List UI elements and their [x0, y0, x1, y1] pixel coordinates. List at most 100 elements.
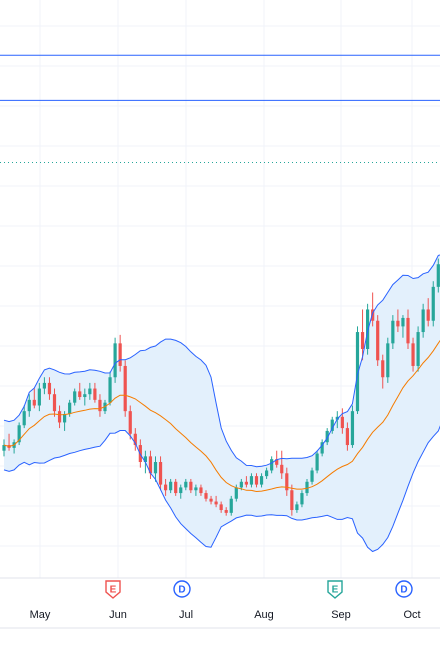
candle [113, 337, 117, 383]
candle [290, 484, 294, 516]
candle [88, 382, 92, 400]
candle-body [164, 484, 168, 491]
candle [224, 507, 228, 516]
earnings-marker-0[interactable]: E [105, 580, 121, 599]
candle [189, 478, 193, 494]
candle-body [88, 388, 92, 395]
candle [355, 326, 360, 414]
candle-body [229, 498, 233, 513]
candle [244, 476, 248, 488]
event-letter: E [110, 585, 117, 596]
candle-body [219, 504, 223, 511]
bollinger-band-fill [4, 254, 440, 552]
candle-body [421, 309, 425, 333]
candle-body [214, 501, 218, 505]
candle [386, 337, 390, 383]
candle-body [436, 264, 440, 287]
candle-body [169, 481, 173, 491]
candle-body [98, 399, 102, 412]
dividend-marker-3[interactable]: D [395, 580, 413, 598]
candle [265, 467, 269, 479]
candle-body [118, 343, 122, 366]
candle-body [290, 490, 294, 511]
candle-body [295, 504, 299, 511]
candle-body [2, 445, 6, 451]
candles [2, 258, 440, 516]
candle [411, 337, 415, 372]
candle-body [426, 309, 430, 321]
candle [123, 360, 127, 417]
candle [83, 388, 87, 406]
candle-body [73, 391, 77, 403]
x-tick-label-oct: Oct [403, 609, 420, 621]
candle-body [179, 487, 183, 494]
candle-body [335, 416, 339, 420]
candle [174, 478, 178, 496]
candle [366, 303, 370, 355]
dividend-marker-1[interactable]: D [173, 580, 191, 598]
candle-body [184, 481, 188, 488]
candle [360, 309, 365, 361]
candle-body [57, 411, 62, 423]
candle [285, 467, 289, 496]
candle-body [396, 320, 400, 327]
event-letter: D [400, 585, 407, 596]
candle-body [27, 399, 31, 412]
candle [275, 450, 279, 468]
candle [27, 394, 31, 417]
candle-body [52, 394, 57, 412]
candle [57, 405, 62, 429]
candle-body [37, 388, 41, 406]
candle-body [259, 476, 264, 485]
candle-body [63, 413, 67, 423]
candle [371, 292, 375, 327]
candle [179, 484, 183, 499]
candle [118, 334, 122, 372]
candle-body [204, 493, 208, 499]
candle [128, 405, 132, 440]
band-area [4, 254, 440, 552]
candle [305, 478, 309, 496]
candle-body [199, 487, 203, 494]
candle-body [376, 320, 380, 361]
candle-body [315, 453, 319, 471]
candle [37, 382, 41, 412]
lower-band-line [3, 425, 440, 553]
candle-body [416, 332, 420, 366]
candle-body [401, 317, 405, 327]
candle [320, 439, 324, 457]
horizontal-lines[interactable] [0, 54, 440, 164]
candle [381, 354, 385, 389]
candle [204, 490, 208, 502]
candle-body [330, 419, 334, 431]
candle [22, 405, 26, 429]
candle [169, 478, 173, 494]
candle [325, 428, 329, 446]
candle [280, 450, 284, 479]
candle-body [249, 476, 254, 485]
candle [416, 326, 420, 372]
earnings-marker-2[interactable]: E [327, 580, 343, 599]
candle [229, 495, 233, 516]
candle [32, 388, 36, 409]
candle-body [17, 425, 21, 443]
event-letter: E [332, 585, 339, 596]
candle-body [209, 498, 213, 502]
candle-body [32, 399, 36, 406]
candle [52, 388, 57, 417]
candle [148, 450, 153, 479]
candle-body [22, 411, 26, 426]
candle [295, 501, 299, 513]
candle-body [113, 343, 117, 378]
candle-body [340, 416, 344, 429]
middle-band-line [3, 339, 440, 493]
candle [436, 258, 440, 293]
candle-body [83, 394, 87, 398]
candle-body [244, 481, 248, 485]
candle-body [411, 343, 415, 366]
x-tick-label-jul: Jul [179, 609, 193, 621]
candle [249, 473, 254, 488]
candle-body [174, 481, 178, 494]
